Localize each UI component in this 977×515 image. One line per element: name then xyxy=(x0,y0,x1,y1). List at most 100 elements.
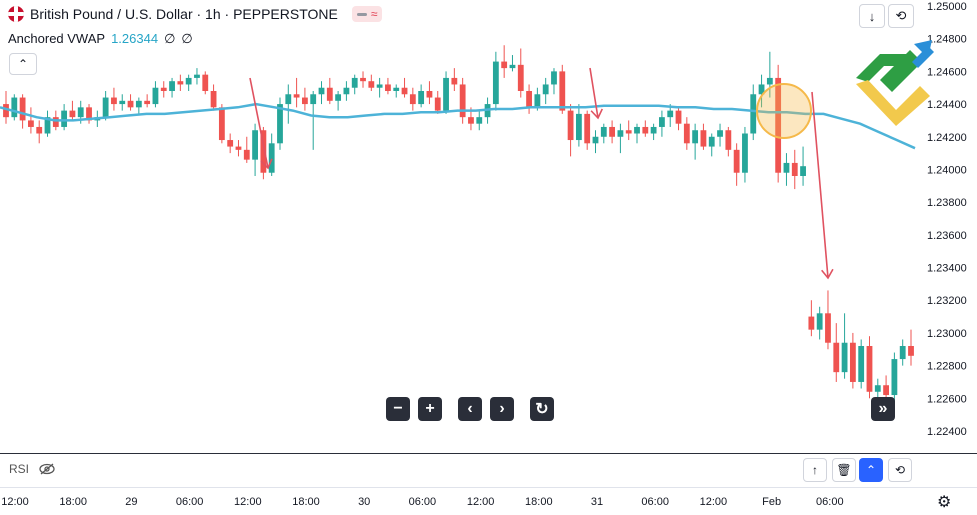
candle-body xyxy=(77,107,84,118)
candle-body xyxy=(61,110,68,127)
rsi-pane-legend[interactable]: RSI xyxy=(9,462,55,476)
candle-body xyxy=(883,385,889,396)
candle-body xyxy=(874,385,881,392)
price-tick-label: 1.23600 xyxy=(927,230,967,242)
candle-body xyxy=(659,117,665,127)
chevron-up-icon: ⌃ xyxy=(17,57,29,71)
price-tick-label: 1.23400 xyxy=(927,263,967,275)
price-tick-label: 1.25000 xyxy=(927,1,967,13)
minus-icon: − xyxy=(393,400,403,417)
price-tick-label: 1.23200 xyxy=(927,295,967,307)
candle-body xyxy=(667,110,674,118)
price-tick-label: 1.22600 xyxy=(927,393,967,405)
arrow-up-icon: ↑ xyxy=(812,463,818,477)
scroll-to-realtime-button[interactable]: » xyxy=(871,397,895,421)
indicator-legend[interactable]: Anchored VWAP 1.26344 ∅ ∅ xyxy=(8,31,193,47)
candle-body xyxy=(235,146,242,150)
zoom-in-button[interactable]: + xyxy=(418,397,442,421)
symbol-title[interactable]: British Pound / U.S. Dollar · 1h · PEPPE… xyxy=(30,6,338,22)
candle-body xyxy=(351,77,358,88)
candle-body xyxy=(509,64,516,69)
candle-body xyxy=(252,130,258,160)
reset-chart-button[interactable]: ↻ xyxy=(530,397,554,421)
candle-body xyxy=(551,71,557,85)
dash-icon xyxy=(356,12,367,16)
candle-body xyxy=(401,87,408,95)
candle-body xyxy=(742,133,748,173)
eye-off-icon[interactable] xyxy=(39,463,55,475)
time-tick-label: 18:00 xyxy=(59,496,87,508)
reset-icon: ↻ xyxy=(535,401,549,418)
candle-body xyxy=(127,100,134,108)
candle-body xyxy=(725,130,732,150)
collapse-pane-button[interactable]: ⌃ xyxy=(859,458,883,482)
candle-body xyxy=(501,61,508,69)
scroll-left-button[interactable]: ‹ xyxy=(458,397,482,421)
candle-body xyxy=(683,123,690,144)
scroll-right-button[interactable]: › xyxy=(490,397,514,421)
candle-body xyxy=(708,136,715,147)
price-tick-label: 1.24800 xyxy=(927,34,967,46)
candle-body xyxy=(19,97,26,121)
candle-body xyxy=(243,149,250,160)
candle-body xyxy=(468,117,474,124)
highlight-circle xyxy=(756,83,812,139)
time-axis-separator xyxy=(0,487,977,488)
candle-body xyxy=(160,87,167,91)
time-tick-label: 12:00 xyxy=(700,496,728,508)
candle-body xyxy=(833,342,840,373)
candle-body xyxy=(675,110,682,124)
candle-body xyxy=(293,94,300,98)
candle-body xyxy=(542,84,549,95)
candle-body xyxy=(301,97,308,105)
candle-body xyxy=(194,74,200,78)
candle-body xyxy=(135,100,142,108)
candle-body xyxy=(600,126,607,137)
uk-flag-icon xyxy=(8,6,24,22)
double-chevron-right-icon: » xyxy=(878,400,888,417)
candle-body xyxy=(642,126,649,134)
time-tick-label: 18:00 xyxy=(525,496,553,508)
candle-body xyxy=(260,130,267,173)
candle-body xyxy=(360,77,366,82)
candle-body xyxy=(459,84,466,118)
watermark-logo-icon xyxy=(856,40,934,126)
price-tick-label: 1.23000 xyxy=(927,328,967,340)
candle-body xyxy=(202,74,209,91)
arrow-head xyxy=(590,108,603,120)
gear-icon[interactable]: ⚙ xyxy=(937,494,952,511)
time-tick-label: 06:00 xyxy=(816,496,844,508)
candle-body xyxy=(492,61,499,105)
market-status-badge[interactable]: ≈ xyxy=(351,6,383,22)
candle-body xyxy=(277,104,283,144)
indicator-name: Anchored VWAP xyxy=(8,31,106,46)
download-button[interactable]: ↓ xyxy=(859,4,885,28)
candle-body xyxy=(44,117,51,134)
zoom-out-button[interactable]: − xyxy=(386,397,410,421)
candle-body xyxy=(443,77,449,111)
badge-symbol: ≈ xyxy=(370,7,378,21)
maximize-pane-button[interactable]: ⟲ xyxy=(888,4,914,28)
candle-body xyxy=(318,87,325,95)
candle-body xyxy=(791,162,798,176)
pane-separator[interactable] xyxy=(0,453,977,454)
candle-body xyxy=(625,130,632,134)
vwap-line xyxy=(0,102,916,150)
maximize-rsi-button[interactable]: ⟲ xyxy=(888,458,912,482)
arrow-shaft xyxy=(589,67,599,119)
delete-pane-button[interactable]: 🗑 xyxy=(832,458,856,482)
trash-icon: 🗑 xyxy=(836,463,852,477)
time-tick-label: 30 xyxy=(358,496,370,508)
move-pane-up-button[interactable]: ↑ xyxy=(803,458,827,482)
time-tick-label: Feb xyxy=(762,496,781,508)
candle-body xyxy=(36,126,43,134)
collapse-legend-button[interactable]: ⌃ xyxy=(9,53,37,75)
candle-body xyxy=(766,77,773,85)
candle-body xyxy=(825,313,831,343)
candle-body xyxy=(517,64,524,91)
chevron-left-icon: ‹ xyxy=(467,400,473,417)
candle-body xyxy=(758,84,765,95)
candle-body xyxy=(617,130,624,137)
rsi-label: RSI xyxy=(9,462,30,476)
